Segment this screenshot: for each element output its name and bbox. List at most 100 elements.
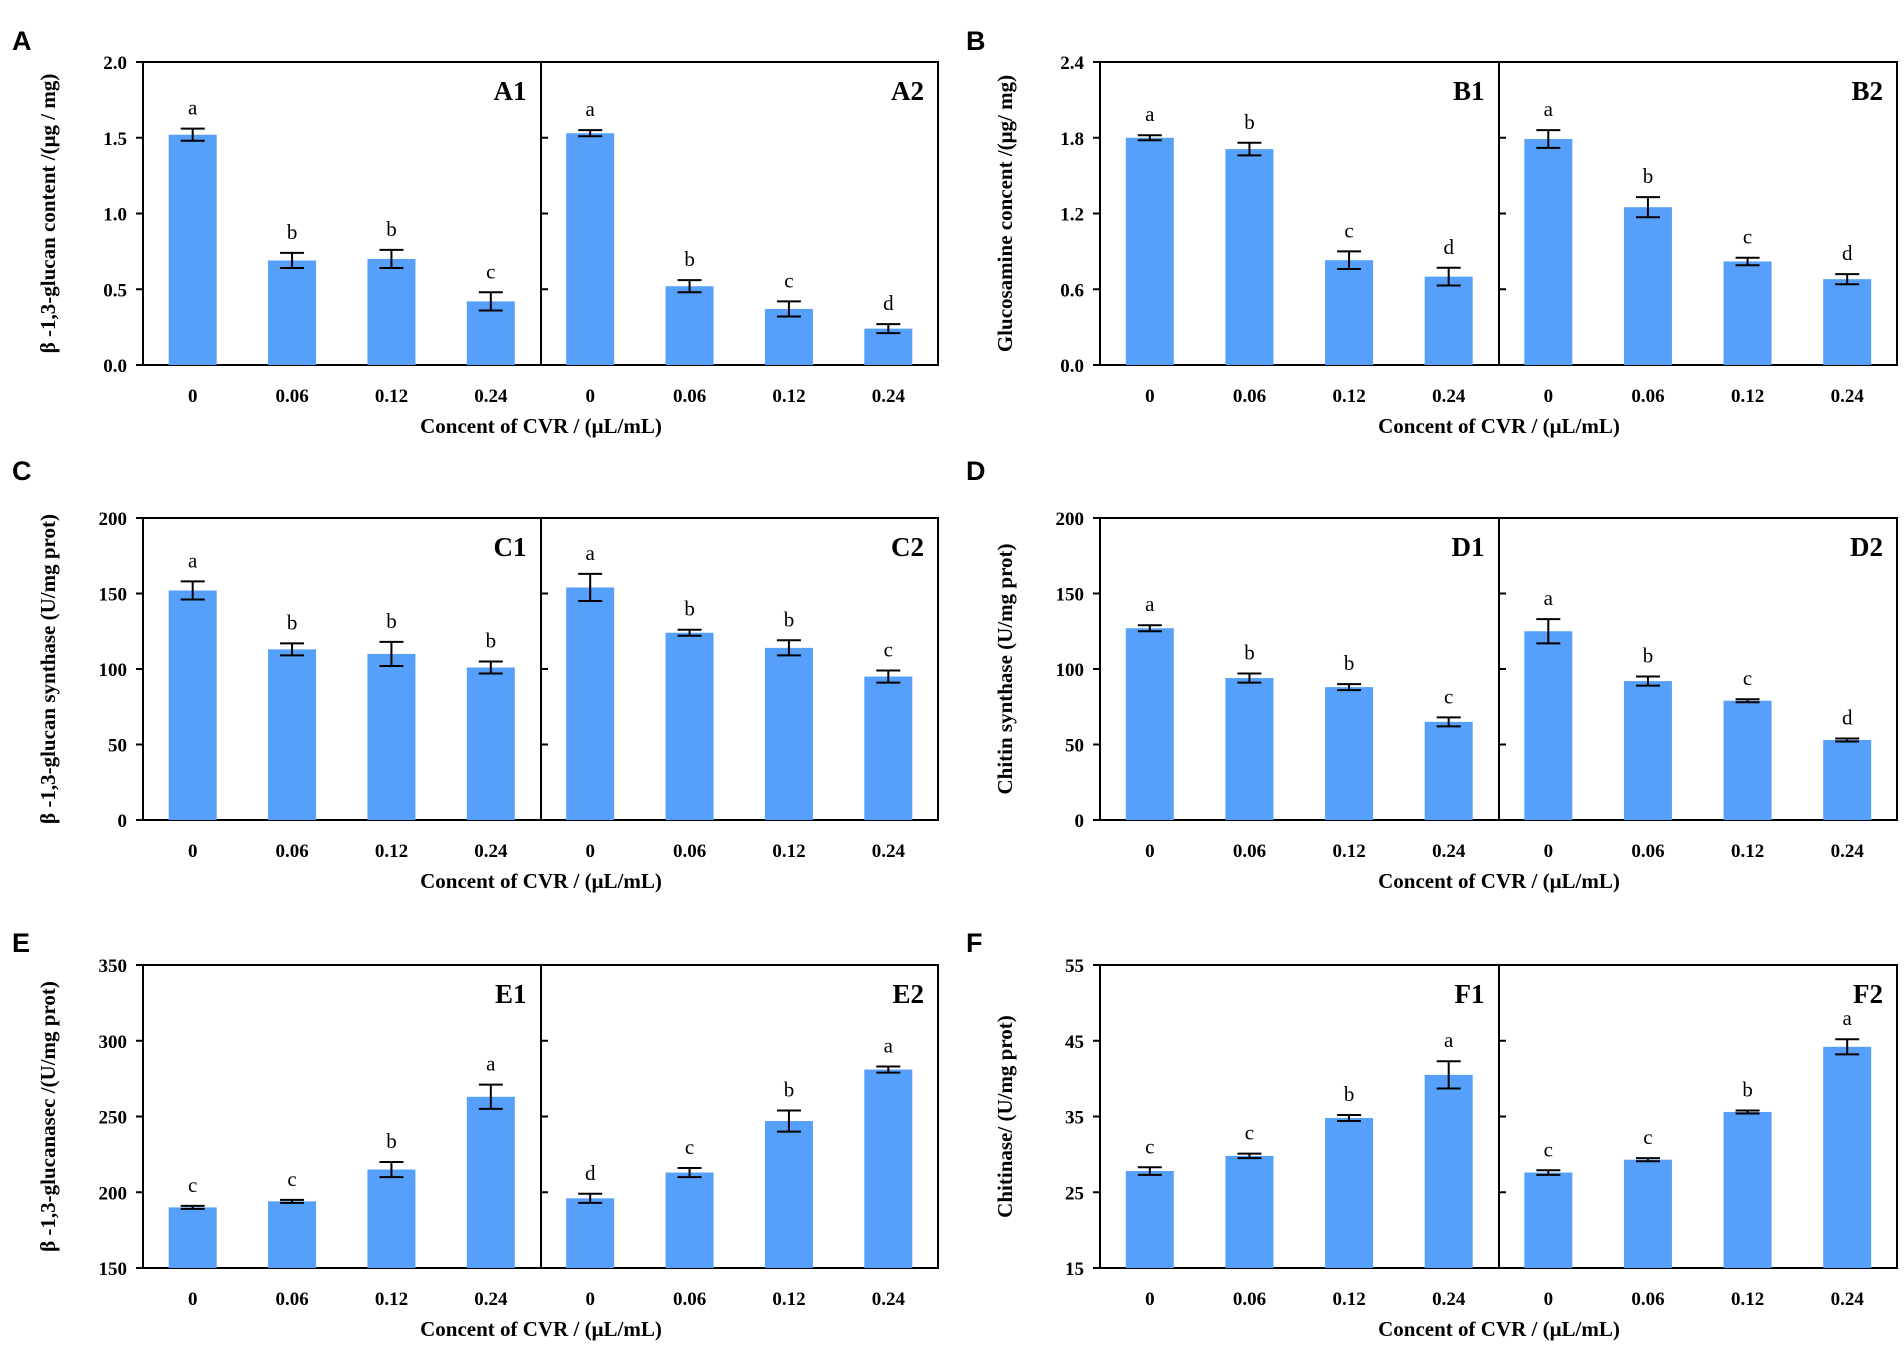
significance-letter: b <box>784 1077 795 1101</box>
bar <box>1325 687 1374 820</box>
bar <box>1424 1074 1473 1268</box>
y-tick-label: 200 <box>1056 509 1085 530</box>
y-tick-label: 2.4 <box>1060 53 1084 74</box>
bar <box>367 258 416 365</box>
significance-letter: c <box>1344 218 1353 242</box>
y-tick-label: 350 <box>99 956 128 977</box>
chart-panel-b: B 0.0 0.6 1.2 1.8 2.4 Glucosamine concent /(μg… <box>966 26 1898 438</box>
x-tick-label: 0 <box>585 1289 595 1310</box>
chart-panel-d: D 0 50 100 150 200 Chitin synthase (U/mg prot)… <box>966 456 1898 893</box>
bar <box>1524 139 1573 365</box>
panel-letter: F <box>966 928 983 958</box>
x-tick-label: 0 <box>1145 841 1155 862</box>
x-tick-label: 0 <box>1145 1289 1155 1310</box>
x-tick-label: 0 <box>188 386 198 407</box>
significance-letter: c <box>1743 225 1752 249</box>
bar <box>665 286 714 365</box>
significance-letter: b <box>1344 1082 1355 1106</box>
significance-letter: a <box>1544 586 1554 610</box>
y-tick-label: 35 <box>1065 1108 1084 1129</box>
x-tick-label: 0.24 <box>1831 386 1865 407</box>
significance-letter: c <box>1743 666 1752 690</box>
y-tick-label: 0.6 <box>1060 280 1084 301</box>
significance-letter: b <box>1643 644 1654 668</box>
bar <box>764 308 813 365</box>
x-tick-label: 0 <box>1544 1289 1554 1310</box>
bar <box>1524 631 1573 820</box>
significance-letter: c <box>1145 1134 1154 1158</box>
bar <box>665 632 714 820</box>
significance-letter: a <box>1544 97 1554 121</box>
bar <box>268 260 317 365</box>
bar <box>466 1096 515 1268</box>
x-tick-label: 0.06 <box>1233 1289 1266 1310</box>
significance-letter: b <box>1344 651 1355 675</box>
y-tick-label: 1.8 <box>1060 129 1084 150</box>
y-axis-label: β -1,3-glucan content /(μg / mg) <box>36 74 60 354</box>
y-tick-label: 25 <box>1065 1183 1084 1204</box>
y-tick-label: 0 <box>1075 811 1085 832</box>
bar <box>566 1198 615 1268</box>
bar <box>566 133 615 365</box>
significance-letter: a <box>1145 592 1155 616</box>
x-tick-label: 0.06 <box>275 841 308 862</box>
subpanel-label: B1 <box>1453 76 1485 106</box>
significance-letter: a <box>1145 102 1155 126</box>
significance-letter: b <box>486 628 497 652</box>
x-tick-label: 0 <box>585 386 595 407</box>
bar <box>566 587 615 820</box>
significance-letter: b <box>386 217 397 241</box>
significance-letter: a <box>486 1052 496 1076</box>
bar <box>168 590 217 820</box>
bar <box>764 647 813 820</box>
x-tick-label: 0.12 <box>772 1289 805 1310</box>
subpanel-a2: A2 a 0 b 0.06 c 0.12 d 0.24 <box>566 76 924 407</box>
x-tick-label: 0.06 <box>1631 1289 1664 1310</box>
bar <box>1225 149 1274 365</box>
y-axis-label: β -1,3-glucanasec /(U/mg prot) <box>36 981 60 1252</box>
significance-letter: c <box>1444 684 1453 708</box>
subpanel-label: B2 <box>1851 76 1883 106</box>
subpanel-e2: E2 d 0 c 0.06 b 0.12 a 0.24 <box>566 979 924 1310</box>
bar <box>1823 1046 1872 1268</box>
bar <box>1723 1111 1772 1268</box>
x-tick-label: 0.06 <box>275 1289 308 1310</box>
x-axis-label: Concent of CVR / (μL/mL) <box>420 414 662 438</box>
significance-letter: a <box>188 548 198 572</box>
y-tick-label: 1.0 <box>103 205 127 226</box>
bar <box>268 649 317 820</box>
x-tick-label: 0 <box>1544 841 1554 862</box>
x-tick-label: 0.12 <box>1332 841 1365 862</box>
subpanel-d2: D2 a 0 b 0.06 c 0.12 d 0.24 <box>1524 532 1883 862</box>
x-tick-label: 0.12 <box>1332 1289 1365 1310</box>
subpanel-label: F2 <box>1853 979 1883 1009</box>
subpanel-d1: D1 a 0 b 0.06 b 0.12 c 0.24 <box>1125 532 1485 862</box>
x-axis-label: Concent of CVR / (μL/mL) <box>1378 414 1620 438</box>
x-tick-label: 0 <box>585 841 595 862</box>
chart-panel-e: E 150 200 250 300 350 β -1,3-glucanasec /(U/mg… <box>12 928 939 1341</box>
y-tick-label: 0.0 <box>1060 356 1084 377</box>
bar <box>1723 700 1772 820</box>
x-tick-label: 0 <box>188 1289 198 1310</box>
bar <box>168 134 217 365</box>
y-tick-label: 200 <box>99 509 128 530</box>
x-axis-label: Concent of CVR / (μL/mL) <box>1378 1317 1620 1341</box>
x-tick-label: 0.24 <box>1831 841 1865 862</box>
y-tick-label: 0.0 <box>103 356 127 377</box>
significance-letter: a <box>586 97 596 121</box>
subpanel-label: A1 <box>494 76 527 106</box>
subpanel-c1: C1 a 0 b 0.06 b 0.12 b 0.24 <box>168 532 527 862</box>
x-tick-label: 0.12 <box>1731 1289 1764 1310</box>
bar <box>1723 261 1772 365</box>
significance-letter: b <box>1244 110 1255 134</box>
y-tick-label: 200 <box>99 1183 128 1204</box>
x-tick-label: 0.06 <box>673 1289 706 1310</box>
subpanel-label: D1 <box>1452 532 1485 562</box>
y-axis-label: β -1,3-glucan synthase (U/mg prot) <box>36 514 60 824</box>
x-tick-label: 0.12 <box>375 841 408 862</box>
panel-letter: E <box>12 928 30 958</box>
y-tick-label: 250 <box>99 1108 128 1129</box>
bar <box>268 1201 317 1268</box>
significance-letter: b <box>1643 164 1654 188</box>
significance-letter: a <box>1444 1028 1454 1052</box>
